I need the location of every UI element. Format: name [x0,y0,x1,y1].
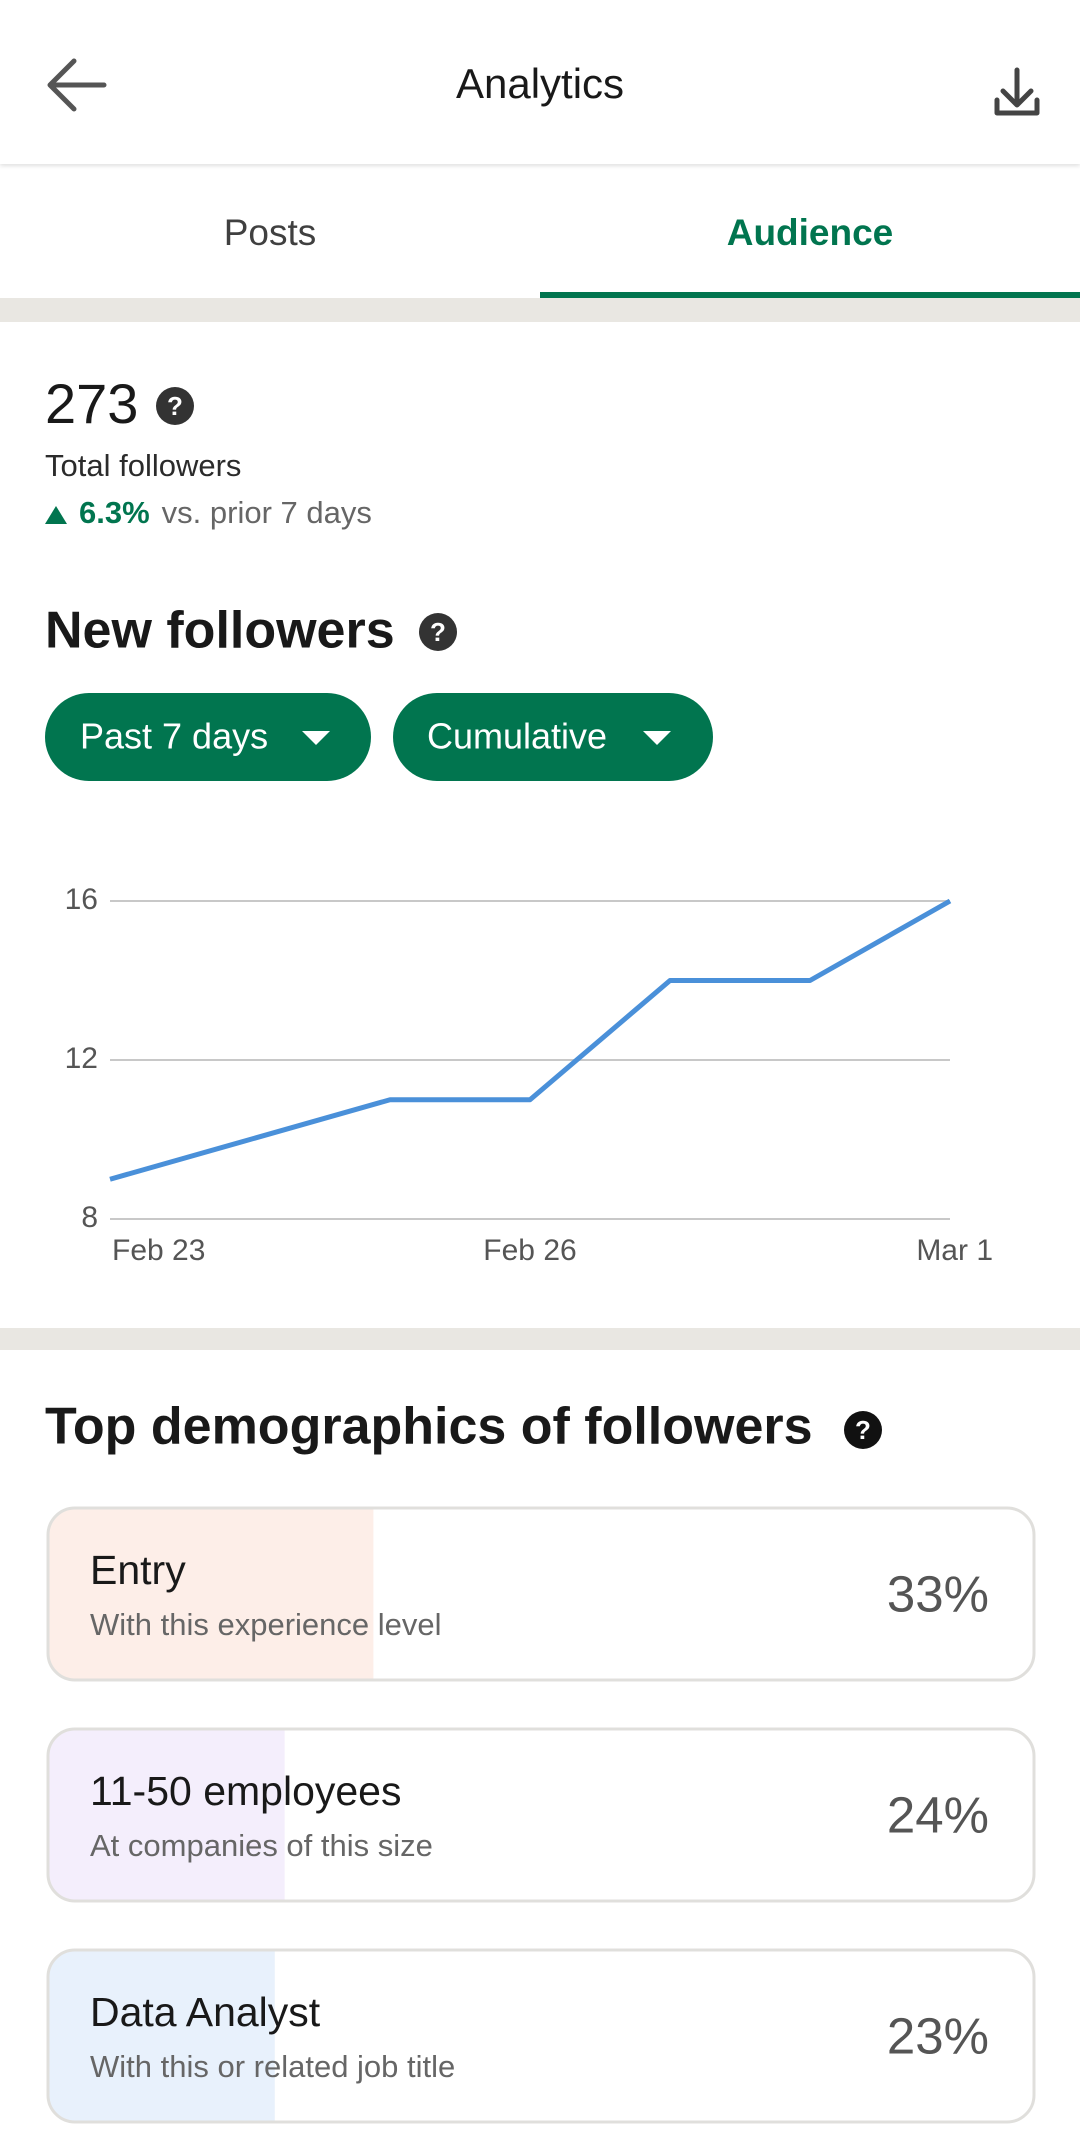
filter-pill[interactable]: Cumulative [393,693,713,781]
app-bar [0,0,1080,164]
section-divider [0,298,1080,322]
x-tick-label: Feb 23 [112,1234,205,1267]
line-chart: 8 12 16 Feb 23 Feb 26 Mar 1 [65,883,993,1267]
x-tick-label: Mar 1 [916,1234,993,1267]
demographic-card: 11-50 employees At companies of this size… [46,1727,1036,1903]
x-tick-label: Feb 26 [483,1234,576,1267]
share-bar [48,1508,374,1680]
card-percent: 24% [887,1786,989,1843]
share-bar [48,1729,285,1901]
card-label: Entry [90,1547,186,1593]
card-background [48,1950,1034,2122]
card-border [46,1948,1036,2124]
filter-label[interactable]: Cumulative [427,716,607,757]
card-percent: 23% [887,2007,989,2064]
card-label: Data Analyst [90,1989,321,2035]
help-icon[interactable]: ? [156,387,194,425]
change-line: 6.3% vs. prior 7 days [79,495,372,530]
card-border [46,1506,1036,1682]
demographic-list: Entry With this experience level 33% 11-50 … [46,1506,1036,2124]
data-line [109,898,952,1182]
section-title: Top demographics of followers [45,1398,813,1456]
card-background [48,1729,1034,1901]
svg-text:?: ? [167,391,183,421]
download-button[interactable] [994,67,1040,116]
svg-text:?: ? [430,617,446,647]
trend-up-icon [45,506,67,524]
demographic-card: Entry With this experience level 33% [46,1506,1036,1682]
card-percent: 33% [887,1565,989,1622]
card-label: 11-50 employees [90,1768,401,1814]
back-button[interactable] [47,58,107,112]
card-border [46,1727,1036,1903]
card-sublabel: With this or related job title [90,2049,455,2084]
filter-pill[interactable]: Past 7 days [45,693,371,781]
y-tick-label: 12 [65,1042,98,1075]
card-sublabel: At companies of this size [90,1828,433,1863]
tab[interactable]: Posts [224,212,317,253]
y-tick-label: 16 [65,883,98,916]
demographic-card: Data Analyst With this or related job tit… [46,1948,1036,2124]
section-title: New followers [45,602,395,660]
card-sublabel: With this experience level [90,1607,442,1642]
follower-count: 273 [45,372,138,435]
page-title: Analytics [456,60,624,107]
y-tick-label: 8 [81,1201,98,1234]
help-icon[interactable]: ? [419,613,457,651]
section-divider [0,1328,1080,1350]
help-icon[interactable]: ? [844,1411,882,1449]
change-note: vs. prior 7 days [162,495,372,530]
follower-label: Total followers [45,448,241,483]
tab-active[interactable]: Audience [727,212,894,253]
change-value: 6.3% [79,495,150,530]
filter-label[interactable]: Past 7 days [80,716,268,757]
tab-indicator [540,292,1080,298]
share-bar [48,1950,275,2122]
svg-text:?: ? [855,1415,871,1445]
